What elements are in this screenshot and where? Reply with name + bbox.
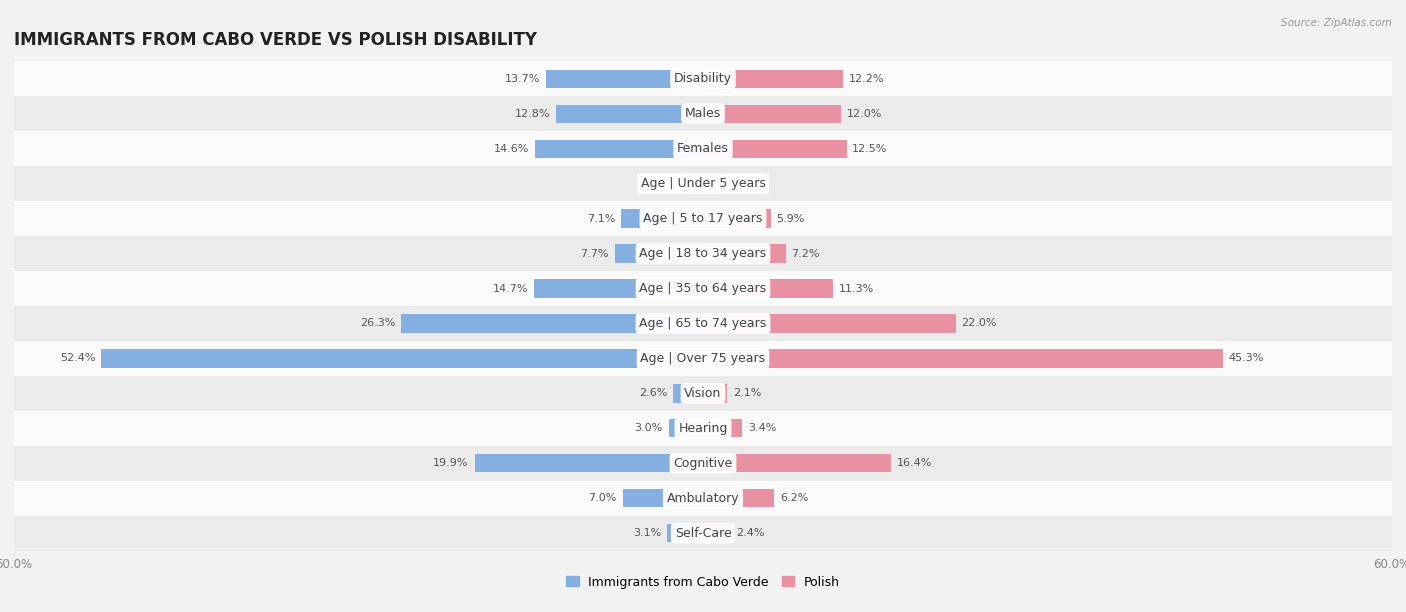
Text: Males: Males [685, 107, 721, 120]
Text: 45.3%: 45.3% [1229, 354, 1264, 364]
Text: 2.6%: 2.6% [640, 389, 668, 398]
Bar [703, 244, 786, 263]
Text: Source: ZipAtlas.com: Source: ZipAtlas.com [1281, 18, 1392, 28]
Text: 13.7%: 13.7% [505, 73, 540, 84]
Bar [534, 280, 703, 297]
Text: 7.2%: 7.2% [792, 248, 820, 258]
Text: 1.7%: 1.7% [650, 179, 678, 188]
Text: Hearing: Hearing [678, 422, 728, 435]
Text: Age | 18 to 34 years: Age | 18 to 34 years [640, 247, 766, 260]
Text: 5.9%: 5.9% [776, 214, 804, 223]
Bar [14, 61, 1392, 96]
Text: 2.1%: 2.1% [733, 389, 761, 398]
Bar [703, 454, 891, 472]
Text: IMMIGRANTS FROM CABO VERDE VS POLISH DISABILITY: IMMIGRANTS FROM CABO VERDE VS POLISH DIS… [14, 31, 537, 48]
Text: Females: Females [678, 142, 728, 155]
Text: Age | 35 to 64 years: Age | 35 to 64 years [640, 282, 766, 295]
Text: 7.7%: 7.7% [581, 248, 609, 258]
Bar [101, 349, 703, 368]
Bar [703, 384, 727, 403]
Bar [614, 244, 703, 263]
Text: Disability: Disability [673, 72, 733, 85]
Bar [623, 489, 703, 507]
Text: 6.2%: 6.2% [780, 493, 808, 503]
Text: Ambulatory: Ambulatory [666, 492, 740, 505]
Bar [14, 166, 1392, 201]
Bar [668, 524, 703, 542]
Text: 3.0%: 3.0% [634, 424, 662, 433]
Text: 26.3%: 26.3% [360, 318, 395, 329]
Text: 14.7%: 14.7% [494, 283, 529, 294]
Text: 3.4%: 3.4% [748, 424, 776, 433]
Bar [14, 481, 1392, 516]
Text: 52.4%: 52.4% [60, 354, 96, 364]
Bar [673, 384, 703, 403]
Bar [683, 174, 703, 193]
Text: 22.0%: 22.0% [962, 318, 997, 329]
Text: Age | Under 5 years: Age | Under 5 years [641, 177, 765, 190]
Bar [14, 96, 1392, 131]
Bar [14, 236, 1392, 271]
Bar [14, 131, 1392, 166]
Bar [703, 140, 846, 158]
Bar [703, 419, 742, 438]
Text: 7.0%: 7.0% [589, 493, 617, 503]
Bar [703, 209, 770, 228]
Bar [14, 306, 1392, 341]
Bar [703, 70, 844, 88]
Bar [14, 411, 1392, 446]
Text: 1.6%: 1.6% [727, 179, 755, 188]
Legend: Immigrants from Cabo Verde, Polish: Immigrants from Cabo Verde, Polish [561, 570, 845, 594]
Bar [669, 419, 703, 438]
Text: 12.8%: 12.8% [515, 109, 550, 119]
Text: 12.2%: 12.2% [849, 73, 884, 84]
Bar [703, 174, 721, 193]
Bar [621, 209, 703, 228]
Bar [14, 271, 1392, 306]
Text: Age | Over 75 years: Age | Over 75 years [641, 352, 765, 365]
Text: Age | 5 to 17 years: Age | 5 to 17 years [644, 212, 762, 225]
Bar [703, 489, 775, 507]
Text: Vision: Vision [685, 387, 721, 400]
Text: Self-Care: Self-Care [675, 527, 731, 540]
Text: 12.0%: 12.0% [846, 109, 882, 119]
Bar [703, 315, 956, 332]
Bar [14, 446, 1392, 481]
Text: 7.1%: 7.1% [588, 214, 616, 223]
Text: 3.1%: 3.1% [634, 528, 662, 539]
Bar [14, 376, 1392, 411]
Bar [401, 315, 703, 332]
Text: 2.4%: 2.4% [737, 528, 765, 539]
Bar [14, 341, 1392, 376]
Bar [14, 201, 1392, 236]
Text: 12.5%: 12.5% [852, 144, 887, 154]
Bar [703, 280, 832, 297]
Bar [536, 140, 703, 158]
Text: 19.9%: 19.9% [433, 458, 468, 468]
Bar [703, 524, 731, 542]
Bar [703, 105, 841, 123]
Text: Age | 65 to 74 years: Age | 65 to 74 years [640, 317, 766, 330]
Bar [703, 349, 1223, 368]
Bar [474, 454, 703, 472]
Bar [555, 105, 703, 123]
Text: 16.4%: 16.4% [897, 458, 932, 468]
Text: 11.3%: 11.3% [838, 283, 873, 294]
Bar [546, 70, 703, 88]
Text: Cognitive: Cognitive [673, 457, 733, 470]
Text: 14.6%: 14.6% [495, 144, 530, 154]
Bar [14, 516, 1392, 551]
